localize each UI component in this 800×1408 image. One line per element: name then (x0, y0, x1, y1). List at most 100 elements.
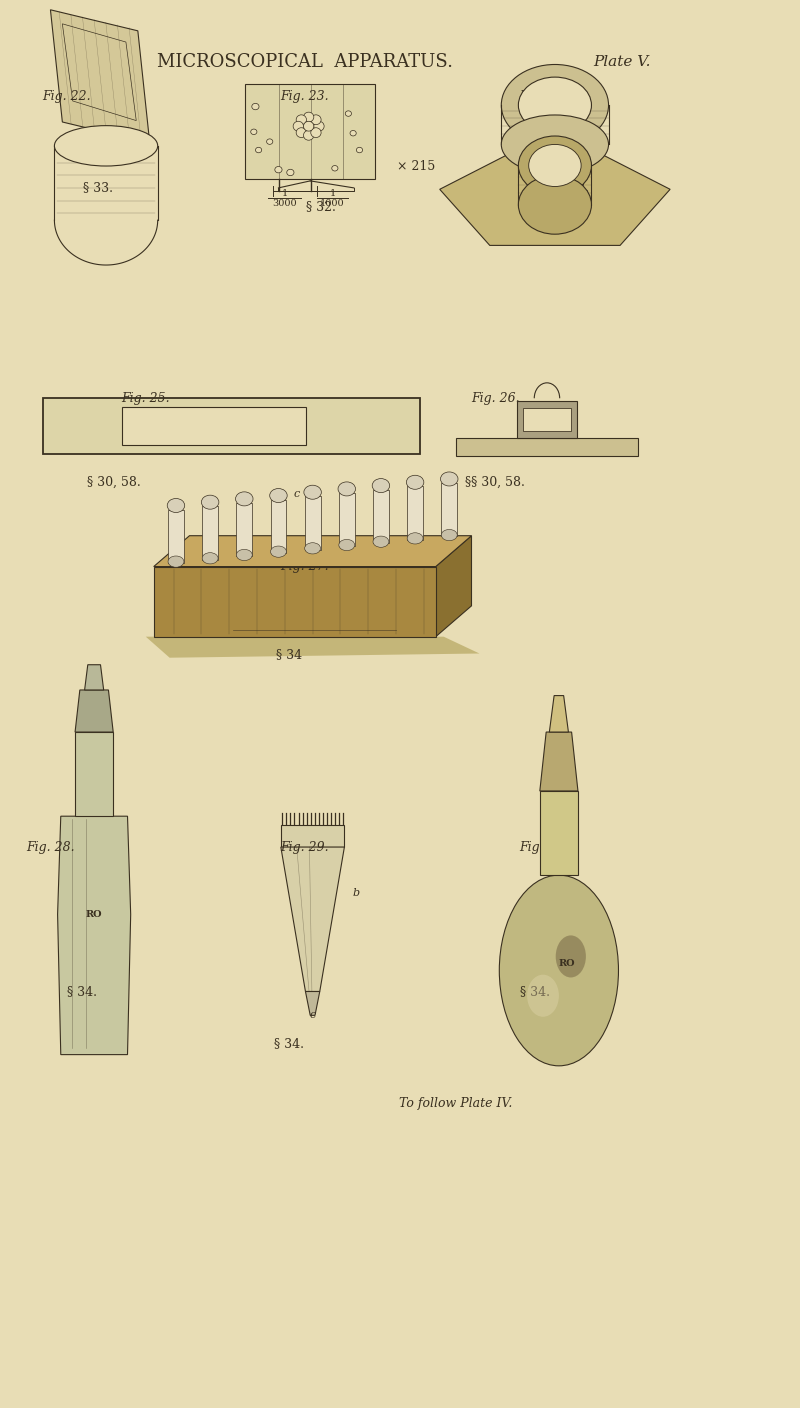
Ellipse shape (356, 148, 362, 153)
Text: Fig. 24.: Fig. 24. (518, 90, 567, 103)
Ellipse shape (270, 546, 286, 558)
Ellipse shape (303, 113, 314, 122)
Text: Fig. 22.: Fig. 22. (42, 90, 90, 103)
Text: c: c (294, 489, 300, 498)
Text: MICROSCOPICAL  APPARATUS.: MICROSCOPICAL APPARATUS. (157, 52, 453, 70)
Text: Fig. 25.: Fig. 25. (122, 391, 170, 404)
Ellipse shape (235, 491, 253, 505)
Ellipse shape (518, 175, 591, 234)
Ellipse shape (296, 115, 306, 125)
Ellipse shape (338, 482, 355, 496)
Ellipse shape (266, 139, 273, 145)
Ellipse shape (310, 115, 321, 125)
Text: To follow Plate IV.: To follow Plate IV. (399, 1097, 512, 1110)
Ellipse shape (275, 166, 282, 173)
Bar (456, 438, 638, 456)
Polygon shape (85, 665, 104, 690)
Ellipse shape (236, 549, 252, 560)
Polygon shape (440, 131, 670, 245)
Ellipse shape (168, 556, 184, 567)
Ellipse shape (527, 974, 559, 1017)
Polygon shape (50, 10, 150, 144)
Bar (75, 732, 114, 817)
Bar (270, 500, 286, 553)
Bar (42, 398, 420, 455)
Bar (281, 825, 344, 848)
Bar (305, 497, 321, 549)
Text: 1000: 1000 (320, 199, 345, 208)
Ellipse shape (314, 121, 324, 131)
Ellipse shape (407, 532, 423, 543)
Bar (523, 408, 571, 431)
Text: Fig. 29.: Fig. 29. (280, 841, 329, 853)
Ellipse shape (303, 131, 314, 141)
Ellipse shape (305, 542, 321, 553)
Text: c: c (310, 1011, 316, 1021)
Ellipse shape (373, 536, 389, 548)
Polygon shape (154, 535, 471, 566)
Ellipse shape (332, 166, 338, 170)
Ellipse shape (502, 65, 609, 146)
Polygon shape (75, 690, 114, 732)
Text: 1: 1 (330, 189, 335, 199)
Polygon shape (245, 84, 374, 179)
Text: Fig. 28.: Fig. 28. (26, 841, 74, 853)
Bar (168, 510, 184, 563)
Polygon shape (540, 732, 578, 791)
Text: § 34.: § 34. (520, 986, 550, 998)
Polygon shape (281, 848, 344, 991)
Text: §§ 30, 58.: §§ 30, 58. (466, 476, 526, 489)
Polygon shape (146, 636, 479, 658)
Ellipse shape (556, 935, 586, 977)
Text: 1: 1 (282, 189, 288, 199)
Bar (517, 401, 577, 438)
Ellipse shape (529, 145, 581, 186)
Ellipse shape (346, 111, 351, 117)
Text: Plate V.: Plate V. (594, 55, 651, 69)
Ellipse shape (252, 103, 259, 110)
Ellipse shape (442, 529, 458, 541)
Bar (122, 407, 306, 445)
Ellipse shape (406, 476, 424, 490)
Ellipse shape (339, 539, 354, 551)
Text: § 34.: § 34. (274, 1036, 304, 1050)
Polygon shape (306, 991, 320, 1015)
Ellipse shape (286, 169, 294, 176)
Ellipse shape (518, 77, 591, 134)
Text: § 33.: § 33. (83, 182, 113, 194)
Polygon shape (58, 817, 130, 1055)
Ellipse shape (54, 125, 158, 166)
Text: Fig. 27.: Fig. 27. (280, 560, 329, 573)
Ellipse shape (296, 128, 306, 138)
Ellipse shape (518, 137, 591, 194)
Ellipse shape (293, 121, 303, 131)
Polygon shape (154, 566, 436, 636)
Bar (339, 493, 354, 546)
Ellipse shape (202, 496, 219, 510)
Bar (373, 490, 389, 543)
Polygon shape (550, 696, 569, 732)
Bar (236, 503, 252, 556)
Text: Fig. 30.: Fig. 30. (518, 841, 567, 853)
Text: Fig. 23.: Fig. 23. (280, 90, 329, 103)
Ellipse shape (250, 130, 257, 135)
Text: § 32.: § 32. (306, 200, 335, 213)
Text: § 30, 58.: § 30, 58. (87, 476, 141, 489)
Ellipse shape (310, 128, 321, 138)
Ellipse shape (303, 121, 314, 131)
Ellipse shape (255, 148, 262, 153)
Text: § 34: § 34 (276, 649, 302, 662)
Text: §§ 30, 58.: §§ 30, 58. (529, 182, 589, 194)
Ellipse shape (441, 472, 458, 486)
Bar (442, 483, 458, 536)
Ellipse shape (502, 115, 609, 173)
Text: RO: RO (86, 910, 102, 919)
Bar (540, 791, 578, 876)
Text: b: b (353, 888, 360, 898)
Text: 3000: 3000 (273, 199, 297, 208)
Ellipse shape (499, 876, 618, 1066)
Ellipse shape (350, 131, 356, 137)
Ellipse shape (270, 489, 287, 503)
Ellipse shape (304, 486, 322, 500)
Ellipse shape (167, 498, 185, 513)
